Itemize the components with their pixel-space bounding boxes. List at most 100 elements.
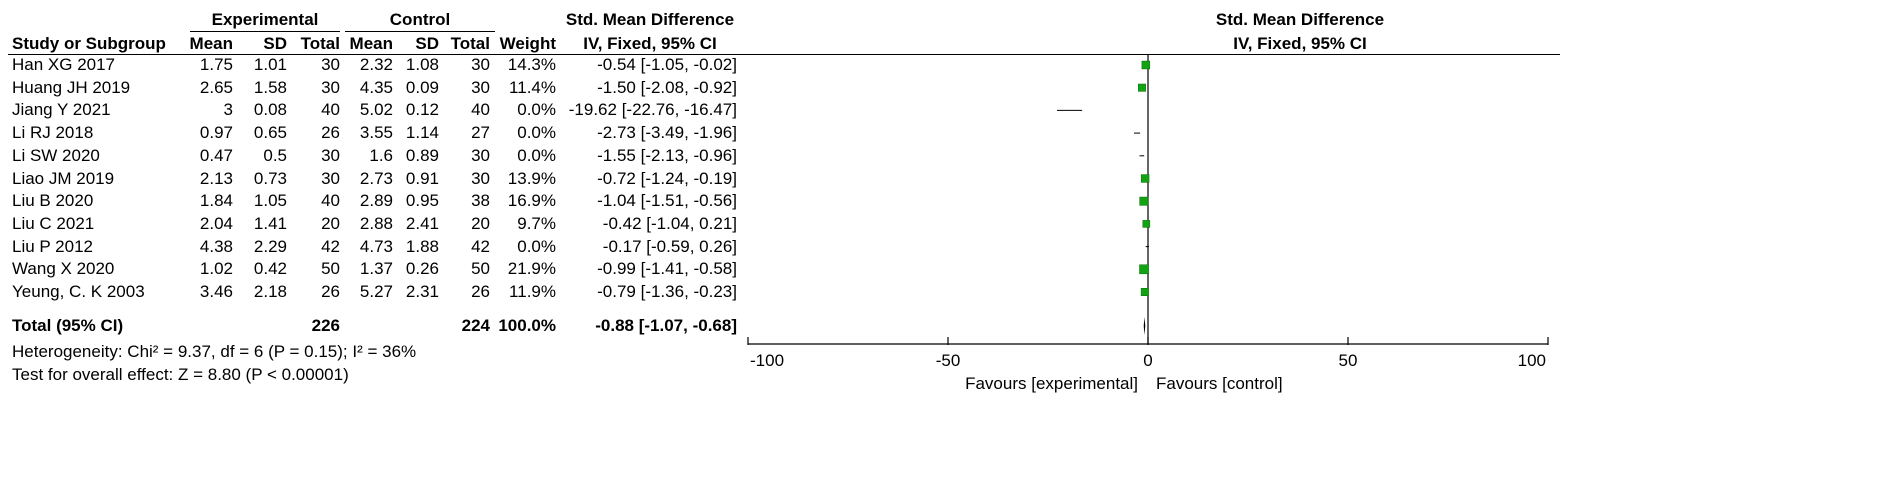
study-effect-marker	[1141, 60, 1151, 70]
exp-mean: 3	[223, 100, 233, 120]
study-weight: 16.9%	[507, 191, 556, 211]
x-tick-label: 100	[1518, 351, 1546, 370]
ctrl-mean: 4.73	[359, 236, 393, 256]
exp-total: 20	[321, 213, 340, 233]
ctrl-total: 26	[471, 282, 490, 301]
total-ci: -0.88 [-1.07, -0.68]	[595, 316, 737, 335]
study-weight: 14.3%	[507, 55, 556, 74]
study-name: Han XG 2017	[12, 55, 116, 74]
study-ci: -0.79 [-1.36, -0.23]	[597, 282, 737, 301]
study-name: Liao JM 2019	[12, 168, 115, 188]
study-effect-marker	[1138, 83, 1146, 92]
exp-sd: 0.73	[253, 168, 287, 188]
ctrl-sd: 0.26	[405, 259, 439, 279]
ctrl-sd: 1.14	[405, 123, 439, 143]
experimental-header-rule	[190, 31, 340, 32]
exp-total: 30	[321, 77, 340, 97]
ctrl-sd: 0.89	[405, 145, 439, 165]
ctrl-total: 30	[471, 145, 490, 165]
ctrl-total: 40	[471, 100, 490, 120]
exp-sd: 0.08	[253, 100, 287, 120]
exp-mean: 2.04	[199, 213, 233, 233]
ctrl-mean: 4.35	[359, 77, 393, 97]
ctrl-total: 42	[471, 236, 490, 256]
ctrl-total: 30	[471, 55, 490, 74]
study-effect-marker	[1142, 220, 1151, 228]
study-ci: -1.55 [-2.13, -0.96]	[597, 145, 737, 165]
study-name: Li RJ 2018	[12, 123, 94, 143]
exp-mean: 0.97	[199, 123, 233, 143]
exp-sd: 1.41	[253, 213, 287, 233]
exp-sd: 2.29	[253, 236, 287, 256]
plot-method-header: IV, Fixed, 95% CI	[1233, 34, 1367, 53]
exp-mean: 1.02	[199, 259, 233, 279]
ctrl-sd: 2.41	[405, 213, 439, 233]
exp-total: 30	[321, 145, 340, 165]
study-weight: 11.9%	[509, 282, 556, 301]
ctrl-sd: 1.08	[405, 55, 439, 74]
study-effect-marker	[1140, 174, 1150, 183]
study-ci: -2.73 [-3.49, -1.96]	[597, 123, 737, 143]
ctrl-sd: 1.88	[405, 236, 439, 256]
study-ci: -0.72 [-1.24, -0.19]	[597, 168, 737, 188]
plot-title: Std. Mean Difference	[1215, 10, 1385, 29]
exp-total-header: Total	[300, 34, 340, 53]
ctrl-total: 30	[471, 168, 490, 188]
ctrl-mean-header: Mean	[349, 34, 393, 53]
study-name: Wang X 2020	[12, 259, 115, 279]
study-ci: -0.17 [-0.59, 0.26]	[602, 236, 737, 256]
x-tick-label: 50	[1339, 351, 1358, 370]
ctrl-sd: 0.91	[405, 168, 439, 188]
study-name: Li SW 2020	[12, 145, 100, 165]
ctrl-sd-header: SD	[415, 34, 439, 53]
exp-mean: 0.47	[199, 145, 233, 165]
ctrl-sd: 0.09	[405, 77, 439, 97]
total-weight: 100.0%	[498, 316, 556, 335]
study-weight: 21.9%	[507, 259, 556, 279]
exp-sd: 0.42	[253, 259, 287, 279]
exp-sd: 2.18	[253, 282, 287, 301]
ctrl-mean: 1.6	[369, 145, 393, 165]
exp-mean: 3.46	[199, 282, 233, 301]
ctrl-mean: 3.55	[359, 123, 393, 143]
study-name: Liu B 2020	[12, 191, 94, 211]
study-column-header: Study or Subgroup	[12, 34, 166, 53]
study-ci: -0.54 [-1.05, -0.02]	[597, 55, 737, 74]
x-tick-label: -50	[936, 351, 961, 370]
exp-total: 40	[321, 100, 340, 120]
exp-total: 26	[321, 282, 340, 301]
study-weight: 0.0%	[517, 236, 556, 256]
exp-total: 30	[321, 55, 340, 74]
total-ctrl-n: 224	[461, 316, 490, 335]
ctrl-total: 50	[471, 259, 490, 279]
header-rule	[8, 54, 1560, 55]
total-label: Total (95% CI)	[12, 316, 124, 335]
study-weight: 9.7%	[517, 213, 556, 233]
study-name: Huang JH 2019	[12, 77, 131, 97]
exp-sd: 1.58	[253, 77, 287, 97]
ctrl-total: 20	[471, 213, 490, 233]
study-ci: -1.04 [-1.51, -0.56]	[597, 191, 737, 211]
ctrl-mean: 1.37	[359, 259, 393, 279]
ctrl-mean: 2.73	[359, 168, 393, 188]
study-name: Jiang Y 2021	[12, 100, 111, 120]
ctrl-mean: 5.02	[359, 100, 393, 120]
ctrl-total: 27	[471, 123, 490, 143]
study-ci: -1.50 [-2.08, -0.92]	[597, 77, 737, 97]
exp-mean: 2.13	[199, 168, 233, 188]
study-effect-marker	[1140, 288, 1149, 296]
heterogeneity-stats: Heterogeneity: Chi² = 9.37, df = 6 (P = …	[12, 342, 417, 361]
study-ci: -19.62 [-22.76, -16.47]	[568, 100, 737, 120]
overall-effect-test: Test for overall effect: Z = 8.80 (P < 0…	[12, 365, 349, 384]
x-tick-label: -100	[750, 351, 784, 370]
exp-total: 50	[321, 259, 340, 279]
exp-sd: 1.01	[253, 55, 287, 74]
exp-mean: 1.84	[199, 191, 233, 211]
exp-sd: 1.05	[253, 191, 287, 211]
total-exp-n: 226	[311, 316, 340, 335]
exp-sd: 0.65	[253, 123, 287, 143]
experimental-group-header: Experimental	[211, 10, 319, 29]
weight-header: Weight	[499, 34, 556, 53]
ctrl-total: 30	[471, 77, 490, 97]
